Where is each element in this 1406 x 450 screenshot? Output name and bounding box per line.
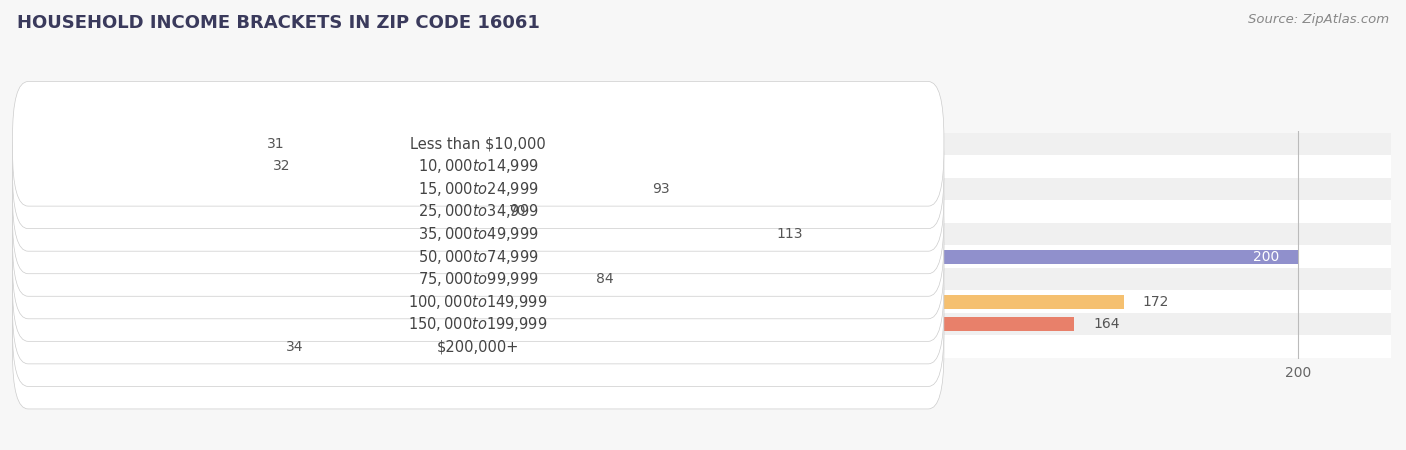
- Bar: [25, 223, 1391, 245]
- Text: 113: 113: [776, 227, 803, 241]
- Text: Source: ZipAtlas.com: Source: ZipAtlas.com: [1249, 14, 1389, 27]
- Text: 172: 172: [1143, 295, 1168, 309]
- Bar: [25, 245, 1391, 268]
- Bar: [56, 159, 254, 173]
- Text: $75,000 to $99,999: $75,000 to $99,999: [418, 270, 538, 288]
- Bar: [56, 182, 634, 196]
- Text: 34: 34: [285, 340, 304, 354]
- Text: 200: 200: [1253, 249, 1279, 264]
- Text: 31: 31: [267, 137, 284, 151]
- FancyBboxPatch shape: [13, 104, 943, 229]
- FancyBboxPatch shape: [13, 149, 943, 274]
- Text: 32: 32: [273, 159, 291, 173]
- Bar: [56, 204, 491, 218]
- FancyBboxPatch shape: [13, 217, 943, 342]
- Text: $200,000+: $200,000+: [437, 339, 519, 354]
- Bar: [25, 133, 1391, 155]
- Bar: [25, 200, 1391, 223]
- Text: $150,000 to $199,999: $150,000 to $199,999: [409, 315, 548, 333]
- Text: 93: 93: [652, 182, 669, 196]
- Text: $15,000 to $24,999: $15,000 to $24,999: [418, 180, 538, 198]
- FancyBboxPatch shape: [13, 126, 943, 251]
- Bar: [56, 340, 267, 354]
- Bar: [25, 335, 1391, 358]
- Bar: [25, 155, 1391, 178]
- Bar: [25, 268, 1391, 290]
- Text: $100,000 to $149,999: $100,000 to $149,999: [409, 292, 548, 310]
- Text: $25,000 to $34,999: $25,000 to $34,999: [418, 202, 538, 220]
- Text: Less than $10,000: Less than $10,000: [411, 136, 546, 151]
- Text: HOUSEHOLD INCOME BRACKETS IN ZIP CODE 16061: HOUSEHOLD INCOME BRACKETS IN ZIP CODE 16…: [17, 14, 540, 32]
- Bar: [56, 272, 578, 286]
- Text: $35,000 to $49,999: $35,000 to $49,999: [418, 225, 538, 243]
- FancyBboxPatch shape: [13, 262, 943, 387]
- FancyBboxPatch shape: [13, 239, 943, 364]
- FancyBboxPatch shape: [13, 284, 943, 409]
- Text: $50,000 to $74,999: $50,000 to $74,999: [418, 248, 538, 266]
- Text: 164: 164: [1092, 317, 1119, 331]
- Bar: [25, 313, 1391, 335]
- FancyBboxPatch shape: [13, 81, 943, 206]
- Text: 70: 70: [509, 204, 527, 218]
- Bar: [56, 227, 758, 241]
- Text: $10,000 to $14,999: $10,000 to $14,999: [418, 158, 538, 176]
- Bar: [25, 290, 1391, 313]
- Bar: [56, 137, 249, 151]
- Text: 84: 84: [596, 272, 614, 286]
- FancyBboxPatch shape: [13, 194, 943, 319]
- FancyBboxPatch shape: [13, 172, 943, 296]
- Bar: [25, 178, 1391, 200]
- Bar: [56, 295, 1123, 309]
- Bar: [56, 317, 1074, 331]
- Bar: [56, 250, 1298, 264]
